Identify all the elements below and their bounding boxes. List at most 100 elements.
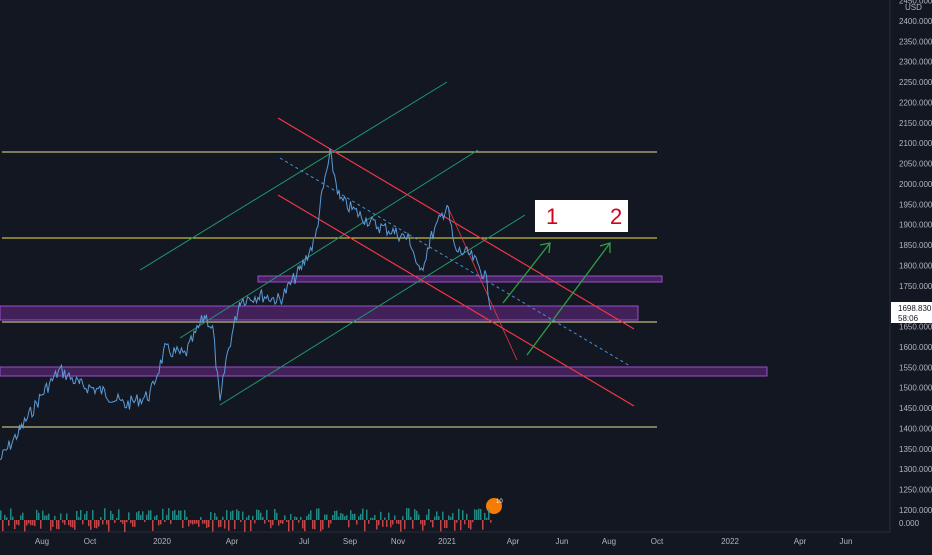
countdown: 58:06	[898, 314, 919, 323]
indicator-bar	[90, 520, 92, 530]
indicator-bar	[258, 509, 260, 520]
price-tick-label: 2150.000	[899, 119, 932, 128]
indicator-bar	[86, 511, 88, 520]
indicator-bar	[302, 520, 304, 529]
indicator-bar	[410, 516, 412, 520]
indicator-bar	[220, 520, 222, 527]
event-badge	[486, 498, 502, 514]
indicator-bar	[398, 520, 400, 525]
indicator-bar	[472, 520, 474, 523]
indicator-bar	[120, 520, 122, 523]
indicator-bar	[58, 520, 60, 530]
indicator-bar	[8, 520, 10, 526]
indicator-bar	[208, 520, 210, 528]
indicator-bar	[108, 520, 110, 532]
indicator-bar	[126, 520, 128, 523]
indicator-bar	[212, 520, 214, 532]
price-tick-label: 1900.000	[899, 221, 932, 230]
up-channel	[139, 81, 526, 406]
indicator-bar	[486, 517, 488, 520]
indicator-bar	[26, 520, 28, 526]
indicator-bar	[122, 520, 124, 524]
indicator-bar	[178, 510, 180, 520]
indicator-bar	[14, 520, 16, 530]
indicator-bar	[216, 516, 218, 520]
scenario-label: 1	[546, 204, 558, 229]
indicator-bar	[286, 520, 288, 523]
indicator-bar	[180, 510, 182, 520]
indicator-bar	[112, 514, 114, 520]
indicator-bar	[44, 515, 46, 520]
indicator-bar	[250, 520, 252, 532]
indicator-bar	[304, 520, 306, 532]
indicator-bar	[280, 520, 282, 524]
indicator-bar	[346, 515, 348, 520]
time-tick-label: Jun	[556, 537, 569, 546]
indicator-bar	[20, 515, 22, 520]
indicator-bar	[38, 512, 40, 520]
indicator-bar	[84, 514, 86, 520]
indicator-bar	[222, 516, 224, 520]
indicator-bar	[454, 520, 456, 531]
indicator-bar	[428, 508, 430, 520]
indicator-bar	[136, 512, 138, 520]
price-tick-label: 2200.000	[899, 98, 932, 107]
indicator-bar	[376, 520, 378, 530]
indicator-bar	[104, 508, 106, 520]
indicator-bar	[344, 516, 346, 520]
time-tick-label: Apr	[794, 537, 807, 546]
indicator-bar	[436, 511, 438, 520]
indicator-bar	[444, 520, 446, 529]
currency: USD	[905, 3, 922, 12]
price-tick-label: 2350.000	[899, 37, 932, 46]
indicator-bar	[432, 520, 434, 528]
indicator-bar	[98, 520, 100, 527]
indicator-bar	[18, 520, 20, 526]
event-badge-text: 10	[496, 499, 503, 505]
price-tick-label: 1300.000	[899, 465, 932, 474]
indicator-bar	[362, 508, 364, 520]
indicator-bar	[336, 510, 338, 520]
indicator-bar	[50, 520, 52, 531]
time-tick-label: Oct	[84, 537, 97, 546]
price-series	[0, 148, 492, 461]
indicator-bar	[282, 520, 284, 524]
indicator-bar	[318, 508, 320, 520]
indicator-bar	[118, 509, 120, 520]
arrow-head	[599, 242, 611, 253]
channel-line	[219, 214, 526, 406]
indicator-bar	[146, 514, 148, 520]
indicator-bar	[266, 509, 268, 520]
indicator-bar	[404, 520, 406, 530]
indicator-bar	[458, 508, 460, 520]
indicator-bar	[354, 513, 356, 520]
indicator-bar	[72, 520, 74, 528]
indicator-bar	[422, 520, 424, 531]
indicator-bar	[230, 511, 232, 520]
indicator-bar	[172, 510, 174, 520]
indicator-bar	[460, 520, 462, 531]
arrow	[526, 242, 611, 356]
indicator-bar	[296, 517, 298, 520]
time-tick-label: 2022	[721, 537, 739, 546]
price-tick-label: 1500.000	[899, 384, 932, 393]
indicator-bar	[396, 520, 398, 524]
indicator-bar	[30, 520, 32, 526]
indicator-bar	[352, 513, 354, 520]
price-tick-label: 1600.000	[899, 343, 932, 352]
indicator-bar	[392, 520, 394, 525]
indicator-bar	[278, 520, 280, 526]
indicator-bar	[434, 516, 436, 520]
indicator-bar	[200, 516, 202, 520]
indicator-bar	[364, 520, 366, 532]
indicator-bar	[132, 520, 134, 527]
indicator-bar	[192, 520, 194, 525]
indicator-bar	[52, 520, 54, 527]
price-tick-label: 1450.000	[899, 404, 932, 413]
channel-line	[277, 117, 635, 330]
price-tick-label: 1800.000	[899, 261, 932, 270]
indicator-bar	[154, 516, 156, 520]
indicator-bar	[370, 517, 372, 520]
price-tick-label: 1400.000	[899, 424, 932, 433]
